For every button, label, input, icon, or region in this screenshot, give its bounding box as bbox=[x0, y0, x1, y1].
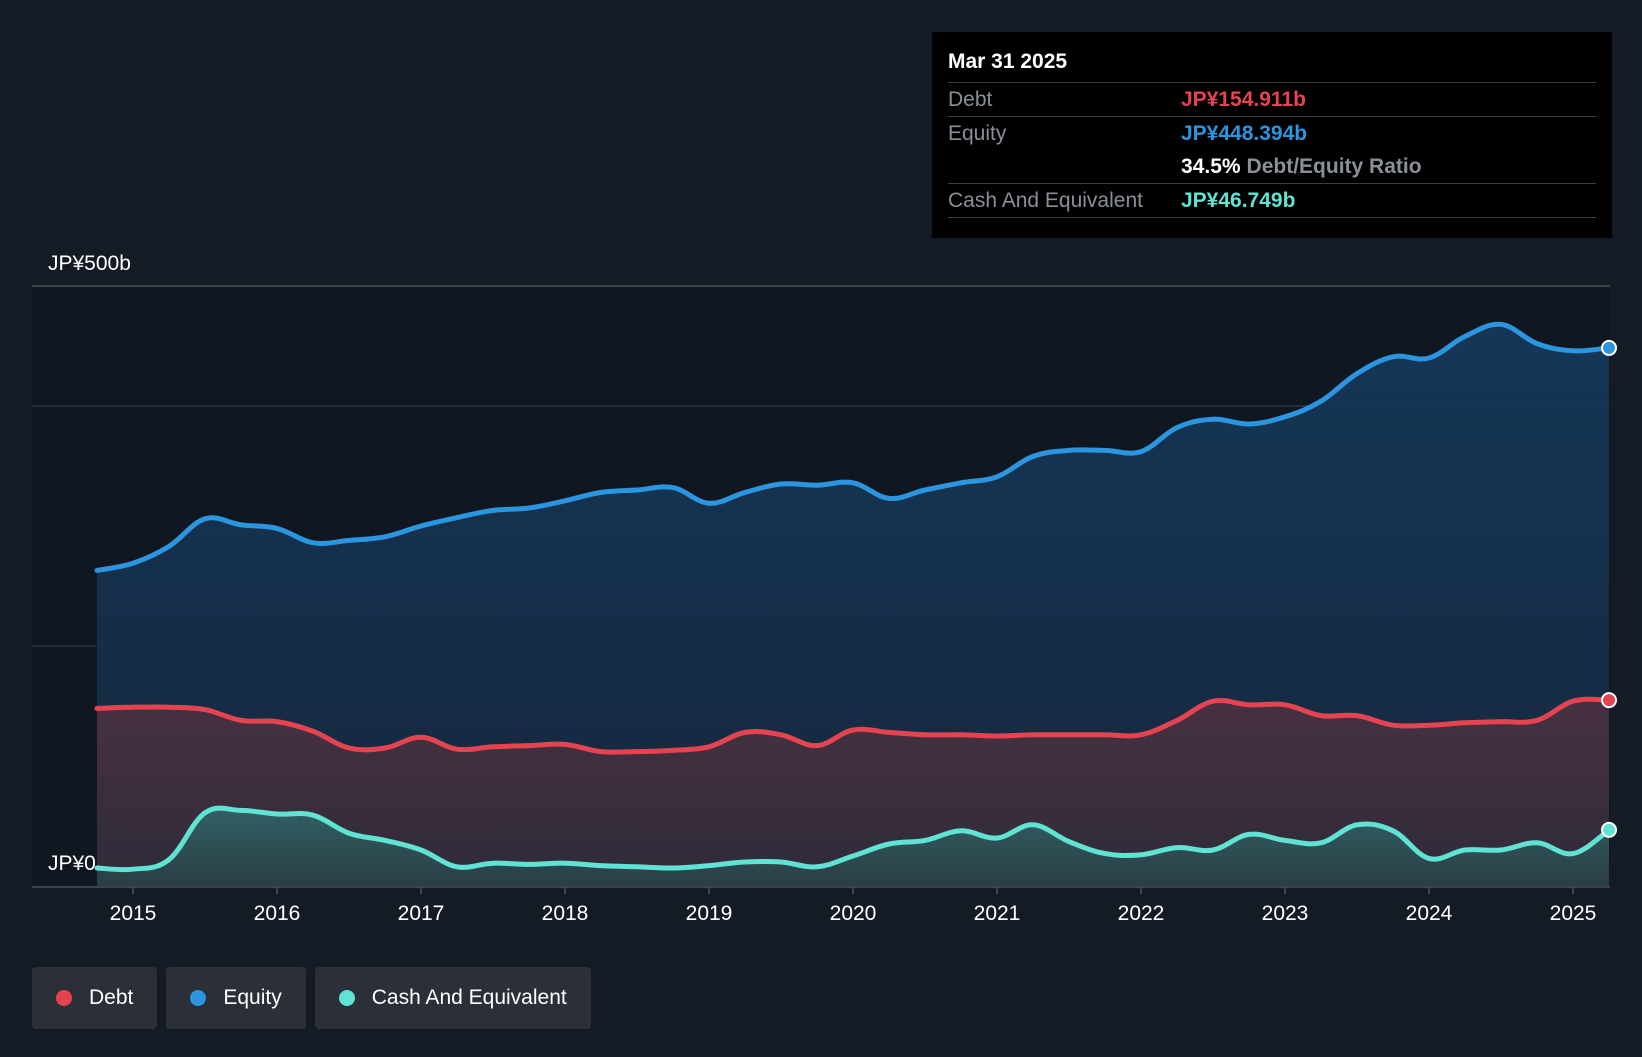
marker-cash bbox=[1601, 821, 1617, 838]
legend-label-debt: Debt bbox=[89, 986, 134, 1009]
line-debt bbox=[94, 696, 1612, 755]
legend-item-debt[interactable]: Debt bbox=[32, 967, 158, 1029]
chart-legend: Debt Equity Cash And Equivalent bbox=[32, 967, 591, 1029]
x-tick-label: 2015 bbox=[110, 902, 157, 925]
tooltip-date: Mar 31 2025 bbox=[948, 46, 1596, 83]
x-tick-label: 2024 bbox=[1406, 902, 1453, 925]
tooltip-panel: Mar 31 2025 Debt JP¥154.911b Equity JP¥4… bbox=[932, 32, 1612, 238]
x-tick-label: 2022 bbox=[1118, 902, 1165, 925]
x-tick-label: 2025 bbox=[1550, 902, 1597, 925]
marker-debt bbox=[1601, 692, 1617, 709]
x-tick-label: 2019 bbox=[686, 902, 733, 925]
marker-equity bbox=[1601, 339, 1617, 356]
x-tick-label: 2023 bbox=[1262, 902, 1309, 925]
x-tick-label: 2021 bbox=[974, 902, 1021, 925]
legend-item-cash[interactable]: Cash And Equivalent bbox=[314, 967, 591, 1029]
tooltip-row-ratio: 34.5% Debt/Equity Ratio bbox=[948, 150, 1596, 184]
tooltip-debt-value: JP¥154.911b bbox=[1181, 88, 1306, 111]
y-axis-top-label: JP¥500b bbox=[48, 252, 131, 275]
line-cash bbox=[94, 805, 1612, 873]
legend-label-equity: Equity bbox=[223, 986, 282, 1009]
x-axis: 2015 2016 2017 2018 2019 2020 2021 2022 2023 2024… bbox=[32, 886, 1610, 925]
legend-dot-equity bbox=[190, 990, 207, 1006]
line-equity bbox=[94, 321, 1612, 573]
legend-dot-cash bbox=[338, 990, 355, 1006]
tooltip-equity-label: Equity bbox=[948, 122, 1007, 145]
y-axis-bottom-label: JP¥0 bbox=[48, 852, 96, 875]
tooltip-debt-label: Debt bbox=[948, 88, 993, 111]
x-tick-label: 2016 bbox=[254, 902, 301, 925]
legend-dot-debt bbox=[56, 990, 72, 1006]
tooltip-ratio-value: 34.5% bbox=[1181, 155, 1241, 178]
end-markers bbox=[1601, 339, 1617, 838]
legend-item-equity[interactable]: Equity bbox=[166, 967, 306, 1029]
legend-label-cash: Cash And Equivalent bbox=[371, 986, 567, 1009]
tooltip-equity-value: JP¥448.394b bbox=[1181, 122, 1308, 145]
series-lines bbox=[94, 321, 1612, 873]
tooltip-row-equity: Equity JP¥448.394b bbox=[948, 117, 1596, 150]
tooltip-cash-value: JP¥46.749b bbox=[1181, 189, 1296, 212]
x-tick-label: 2017 bbox=[398, 902, 445, 925]
tooltip-row-cash: Cash And Equivalent JP¥46.749b bbox=[948, 184, 1596, 218]
x-tick-label: 2020 bbox=[830, 902, 877, 925]
tooltip-ratio-label: Debt/Equity Ratio bbox=[1246, 155, 1422, 178]
x-tick-label: 2018 bbox=[542, 902, 589, 925]
tooltip-cash-label: Cash And Equivalent bbox=[948, 189, 1143, 212]
tooltip-row-debt: Debt JP¥154.911b bbox=[948, 83, 1596, 117]
